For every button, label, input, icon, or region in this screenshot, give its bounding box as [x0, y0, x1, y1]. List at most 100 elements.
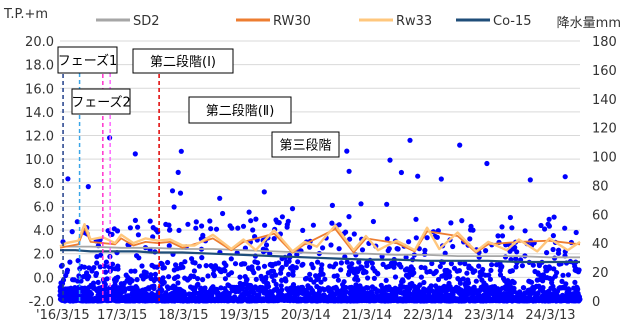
- precip-point: [462, 261, 468, 267]
- precip-point: [495, 233, 501, 239]
- x-axis: '16/3/15 17/3/15 18/3/15 19/3/15 20/3/14 21/3…: [36, 308, 576, 323]
- precip-point: [538, 222, 544, 229]
- precip-point: [457, 142, 463, 148]
- precip-point: [369, 260, 375, 266]
- precip-point: [222, 276, 228, 282]
- precip-point: [411, 270, 417, 276]
- precip-point: [400, 278, 406, 284]
- precip-point: [136, 255, 142, 261]
- precip-point: [191, 273, 197, 280]
- precip-point: [355, 277, 361, 283]
- precip-point: [180, 264, 186, 270]
- precip-point: [319, 262, 325, 268]
- precip-point: [200, 277, 206, 283]
- precip-point: [320, 245, 326, 251]
- precip-point: [346, 214, 352, 220]
- precip-point: [550, 246, 556, 253]
- x-tick-label: 22/3/14: [403, 308, 453, 323]
- precip-point: [489, 262, 495, 268]
- precip-point: [115, 266, 121, 272]
- precip-point: [208, 226, 214, 232]
- precip-point: [422, 265, 428, 271]
- precip-point: [220, 210, 226, 217]
- y-right-unit-label: 降水量mm: [557, 16, 621, 31]
- y-left-tick-label: 6.0: [33, 200, 54, 215]
- precip-point: [176, 227, 182, 233]
- precip-point: [513, 264, 519, 270]
- precip-point: [165, 259, 171, 266]
- y-left-tick-label: -2.0: [29, 295, 54, 310]
- precip-point: [192, 260, 198, 266]
- precip-point: [127, 225, 133, 231]
- precip-point: [499, 224, 505, 230]
- legend-label: SD2: [133, 14, 160, 29]
- precip-point: [251, 270, 257, 276]
- precip-point: [191, 268, 197, 274]
- precip-point: [199, 223, 205, 229]
- precip-point: [310, 222, 316, 228]
- precip-point: [152, 276, 159, 282]
- precip-point: [102, 281, 108, 288]
- precip-point: [392, 260, 398, 266]
- precip-point: [178, 148, 184, 154]
- precip-point: [335, 277, 341, 283]
- precip-point: [193, 219, 199, 225]
- precip-point: [307, 244, 313, 250]
- precip-point: [489, 291, 495, 297]
- precip-point: [250, 227, 256, 233]
- precip-point: [565, 272, 572, 278]
- precip-point: [185, 221, 191, 227]
- precip-point: [315, 259, 321, 265]
- precip-point: [403, 254, 409, 260]
- precipitation-series: [57, 135, 583, 304]
- precip-point: [411, 283, 417, 289]
- precip-point: [95, 279, 101, 285]
- annotation-box: [132, 48, 234, 74]
- precip-point: [407, 137, 413, 143]
- precip-point: [132, 268, 138, 274]
- precip-point: [370, 218, 376, 225]
- precip-point: [519, 263, 526, 269]
- precip-point: [175, 280, 181, 286]
- precip-point: [310, 265, 316, 271]
- precip-point: [91, 265, 97, 271]
- precip-point: [328, 242, 334, 248]
- precip-point: [93, 270, 100, 277]
- precip-point: [135, 232, 141, 238]
- precip-point: [473, 278, 479, 284]
- precip-point: [573, 229, 579, 236]
- precip-point: [90, 280, 97, 286]
- precip-point: [338, 267, 344, 273]
- precip-point: [237, 274, 243, 280]
- precip-point: [167, 227, 173, 233]
- precip-point: [346, 168, 352, 174]
- annotation-box: [71, 88, 131, 115]
- precip-point: [263, 274, 269, 280]
- precip-point: [511, 280, 517, 286]
- precip-point: [279, 287, 285, 293]
- annotation-label: フェーズ2: [71, 95, 131, 111]
- y-right-tick-label: 160: [592, 64, 617, 79]
- precip-point: [384, 201, 390, 207]
- precip-point: [203, 263, 209, 269]
- precip-point: [464, 270, 470, 276]
- precip-point: [262, 222, 268, 228]
- precip-point: [576, 267, 582, 273]
- annotations: フェーズ1 フェーズ2 第二段階(Ⅰ) 第二段階(Ⅱ) 第三段階: [57, 46, 340, 158]
- precip-point: [195, 281, 201, 287]
- series-line-rw33: [59, 223, 581, 253]
- series-line-rw30: [59, 226, 581, 254]
- precip-point: [422, 247, 428, 253]
- precip-point: [329, 220, 335, 226]
- precip-point: [318, 266, 324, 272]
- precip-point: [114, 228, 121, 234]
- precip-point: [273, 281, 279, 287]
- precip-point: [437, 263, 443, 270]
- precip-point: [242, 261, 248, 267]
- phase-lines: [62, 53, 160, 301]
- precip-point: [554, 270, 560, 276]
- precip-point: [244, 276, 250, 283]
- precip-point: [232, 261, 239, 267]
- precip-point: [465, 280, 472, 286]
- precip-point: [289, 206, 296, 212]
